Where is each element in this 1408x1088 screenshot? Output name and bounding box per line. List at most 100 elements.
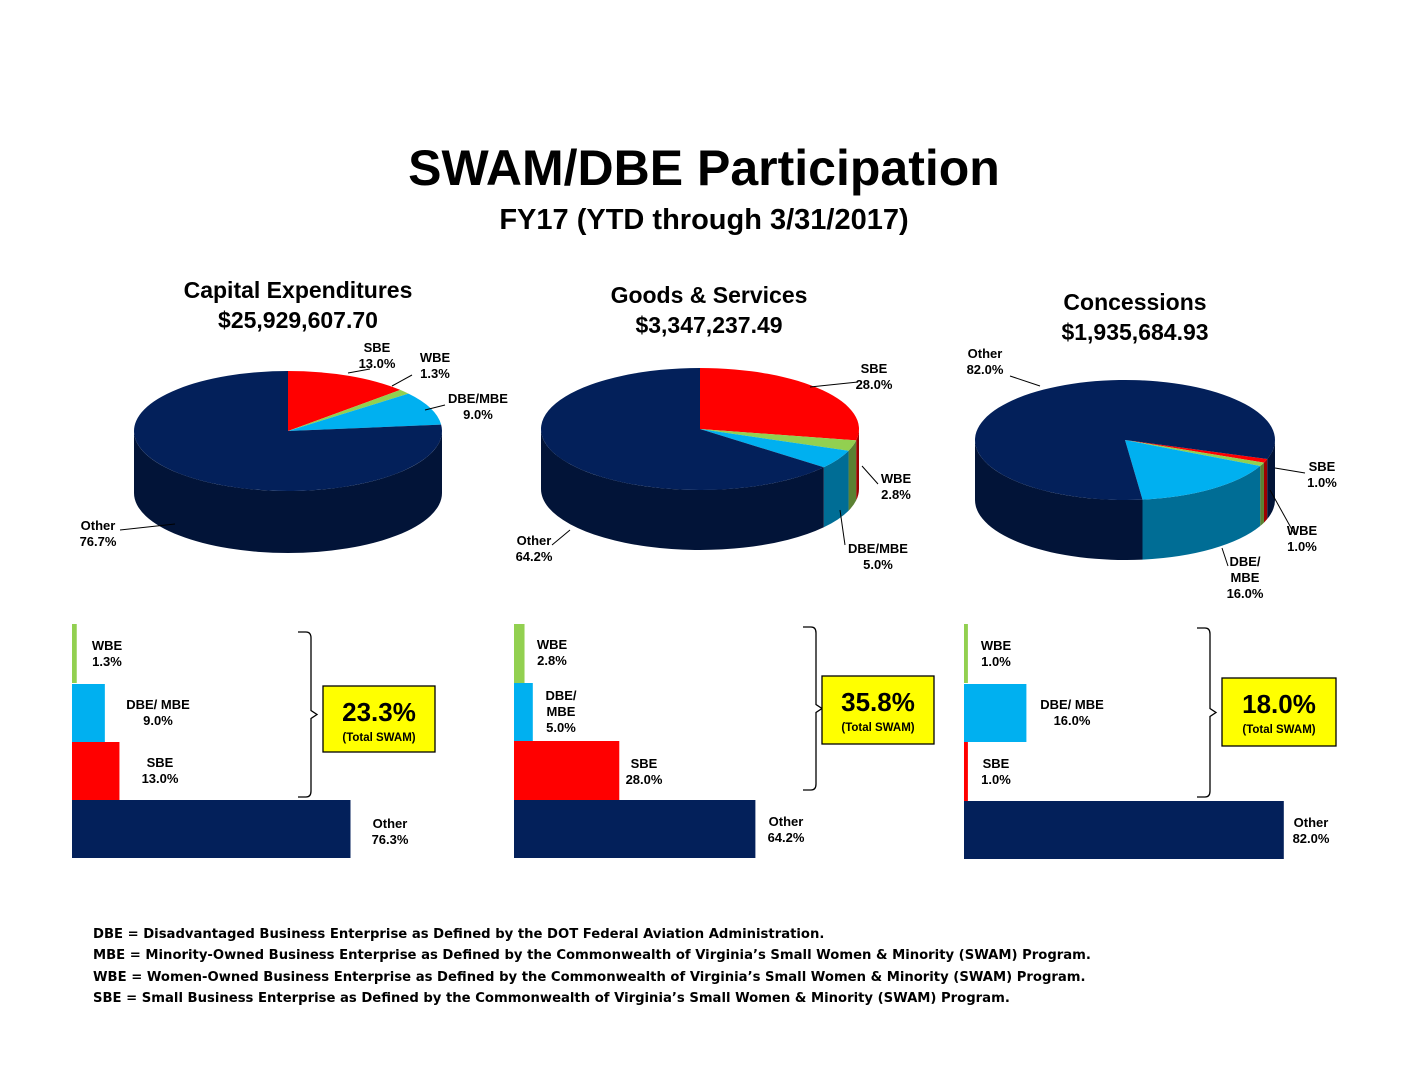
pie-charts: SBE 13.0% WBE 1.3% DBE/MBE 9.0% Other 76.7% SBE 2… [80, 340, 1338, 601]
footnote-wbe: WBE = Women-Owned Business Enterprise as… [93, 969, 1086, 985]
goods-bar-label-sbe: SBE 28.0% [626, 756, 663, 787]
capital-bar-label-other: Other 76.3% [372, 816, 409, 847]
concessions-bar-wbe [964, 624, 968, 683]
capital-bar-label-wbe: WBE 1.3% [92, 638, 123, 669]
concessions-label-dbe-mbe: DBE/MBE 16.0% [1227, 554, 1264, 601]
footnote-sbe: SBE = Small Business Enterprise as Defin… [93, 990, 1010, 1006]
capital-leader-wbe [391, 374, 413, 387]
bar-charts: WBE 1.3%DBE/ MBE 9.0% SBE 13.0% Other 76.3% 23.… [72, 624, 1337, 859]
concessions-brace [1197, 627, 1218, 798]
page-title: SWAM/DBE Participation [408, 140, 1000, 196]
capital-bar-dbe-mbe [72, 684, 105, 742]
goods-amount: $3,347,237.49 [635, 312, 782, 338]
concessions-bar-other [964, 801, 1284, 859]
concessions-pie-side-other [1267, 440, 1275, 520]
capital-bar-label-dbe-mbe: DBE/ MBE 9.0% [126, 697, 190, 728]
goods-bar-label-other: Other 64.2% [768, 814, 805, 845]
concessions-pie-slice-other [975, 380, 1275, 501]
goods-pie-side-sbe [856, 429, 859, 501]
capital-amount: $25,929,607.70 [218, 307, 378, 333]
goods-total-box [821, 675, 935, 745]
capital-pie-slice-wbe [288, 389, 409, 431]
goods-label-dbe-mbe: DBE/MBE 5.0% [848, 541, 908, 572]
capital-pie: SBE 13.0% WBE 1.3% DBE/MBE 9.0% Other 76.7% [80, 340, 508, 553]
concessions-bar-label-dbe-mbe: DBE/ MBE 16.0% [1040, 697, 1104, 728]
capital-bar-wbe [72, 624, 77, 683]
concessions-pie-slice-wbe [1125, 440, 1264, 467]
capital-total-box [322, 685, 436, 753]
concessions-pie-slice-sbe [1125, 440, 1268, 463]
goods-pie: SBE 28.0% WBE 2.8% DBE/MBE 5.0% Other 64.2% [516, 361, 912, 572]
concessions-title: Concessions [1063, 289, 1206, 315]
goods-pie-slice-dbe-mbe [700, 429, 849, 468]
goods-leader-other [551, 529, 571, 546]
capital-title: Capital Expenditures [184, 277, 413, 303]
goods-bar-sbe [514, 741, 620, 800]
goods-total-value: 35.8% [841, 687, 915, 717]
goods-leader-sbe [809, 381, 859, 388]
goods-pie-slice-wbe [700, 429, 857, 451]
concessions-leader-wbe [1269, 489, 1296, 536]
concessions-leader-sbe [1274, 467, 1306, 474]
concessions-pie-slice-dbe-mbe [1125, 440, 1261, 500]
concessions-label-other: Other 82.0% [967, 346, 1004, 377]
goods-pie-side-dbe-mbe [823, 450, 849, 528]
concessions-pie-side-wbe [1260, 462, 1264, 527]
concessions-bar-label-wbe: WBE 1.0% [981, 638, 1012, 669]
capital-pie-slice-sbe [288, 371, 401, 431]
goods-label-other: Other 64.2% [516, 533, 553, 564]
goods-bar-chart: WBE 2.8% DBE/MBE 5.0% SBE 28.0% Other 64.2% 35.8… [514, 624, 935, 858]
concessions-total-value: 18.0% [1242, 689, 1316, 719]
goods-bar-label-dbe-mbe: DBE/MBE 5.0% [545, 688, 576, 735]
concessions-pie-side-other [975, 440, 1143, 560]
goods-pie-side-wbe [848, 440, 857, 511]
concessions-bar-label-other: Other 82.0% [1293, 815, 1330, 846]
goods-label-wbe: WBE 2.8% [881, 471, 912, 502]
footnotes: DBE = Disadvantaged Business Enterprise … [93, 924, 1293, 1009]
capital-label-wbe: WBE 1.3% [420, 350, 451, 381]
page-subtitle: FY17 (YTD through 3/31/2017) [499, 204, 908, 236]
capital-bar-other [72, 800, 351, 858]
goods-leader-dbe-mbe [839, 509, 846, 546]
capital-total-label: (Total SWAM) [342, 732, 415, 744]
capital-bar-sbe [72, 742, 120, 800]
capital-bar-label-sbe: SBE 13.0% [142, 755, 179, 786]
concessions-pie-side-sbe [1263, 459, 1268, 523]
goods-pie-slice-other [541, 368, 824, 490]
capital-pie-slice-other [134, 371, 442, 492]
capital-label-sbe: SBE 13.0% [359, 340, 396, 371]
capital-total-value: 23.3% [342, 697, 416, 727]
concessions-amount: $1,935,684.93 [1061, 319, 1208, 345]
goods-pie-side-other [541, 429, 824, 550]
concessions-pie: SBE 1.0% WBE 1.0% DBE/MBE 16.0% Other 82.0% [967, 346, 1338, 601]
concessions-label-sbe: SBE 1.0% [1307, 459, 1337, 490]
goods-bar-label-wbe: WBE 2.8% [537, 637, 568, 668]
goods-pie-slice-sbe [700, 368, 859, 441]
concessions-leader-other [1009, 375, 1041, 387]
capital-bar-chart: WBE 1.3%DBE/ MBE 9.0% SBE 13.0% Other 76.3% 23.… [72, 624, 436, 858]
concessions-label-wbe: WBE 1.0% [1287, 523, 1318, 554]
goods-bar-dbe-mbe [514, 683, 533, 741]
concessions-total-box [1221, 677, 1337, 747]
capital-leader-sbe [347, 368, 371, 374]
goods-bar-other [514, 800, 756, 858]
capital-label-dbe-mbe: DBE/MBE 9.0% [448, 391, 508, 422]
goods-label-sbe: SBE 28.0% [856, 361, 893, 392]
capital-leader-other [119, 523, 176, 531]
goods-brace [803, 626, 824, 791]
goods-total-label: (Total SWAM) [841, 722, 914, 734]
capital-pie-side-other [134, 431, 442, 553]
concessions-pie-side-dbe-mbe [1142, 466, 1261, 560]
capital-label-other: Other 76.7% [80, 518, 117, 549]
footnote-dbe: DBE = Disadvantaged Business Enterprise … [93, 927, 825, 942]
footnote-mbe: MBE = Minority-Owned Business Enterprise… [93, 948, 1091, 964]
concessions-total-label: (Total SWAM) [1242, 724, 1315, 736]
concessions-bar-label-sbe: SBE 1.0% [981, 756, 1011, 787]
goods-title: Goods & Services [611, 282, 808, 308]
goods-leader-wbe [861, 465, 879, 485]
concessions-leader-dbe-mbe [1221, 547, 1229, 567]
concessions-bar-dbe-mbe [964, 684, 1027, 742]
concessions-bar-sbe [964, 742, 968, 801]
capital-pie-slice-dbe-mbe [288, 393, 442, 431]
